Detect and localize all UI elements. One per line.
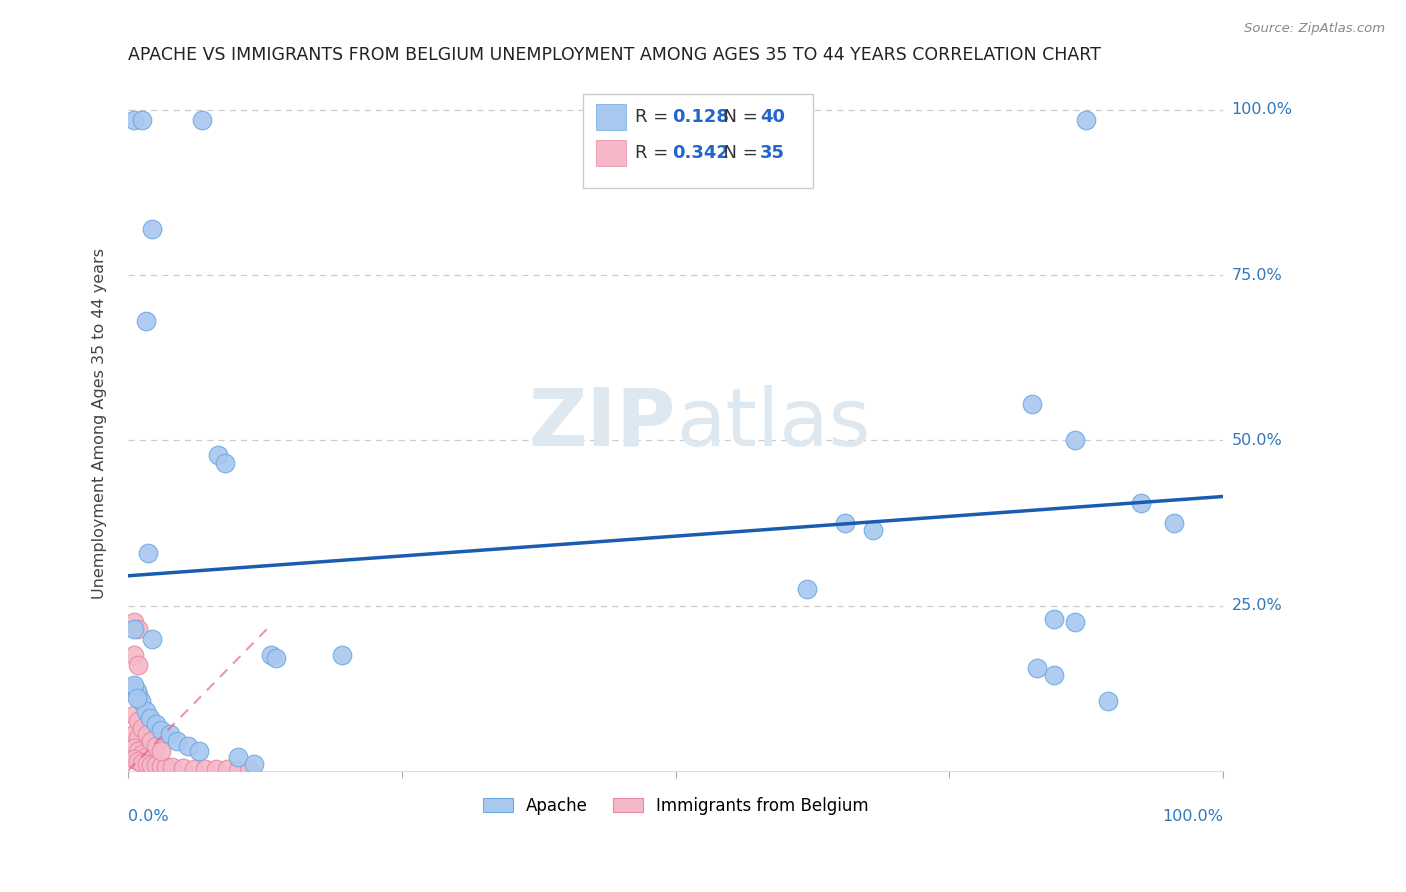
- Point: [122, 727, 145, 741]
- FancyBboxPatch shape: [596, 140, 627, 167]
- Point: [135, 727, 157, 741]
- Point: [122, 112, 145, 127]
- Point: [172, 761, 194, 775]
- Point: [135, 757, 157, 772]
- Point: [1163, 516, 1185, 530]
- Text: 100.0%: 100.0%: [1163, 809, 1223, 824]
- Point: [131, 694, 153, 708]
- Point: [135, 314, 157, 328]
- Point: [131, 747, 153, 761]
- Point: [207, 448, 229, 462]
- Point: [150, 744, 173, 758]
- Point: [1064, 434, 1087, 448]
- Point: [1021, 397, 1043, 411]
- Point: [127, 688, 149, 702]
- Text: 0.128: 0.128: [672, 108, 730, 126]
- Text: N =: N =: [711, 145, 763, 162]
- Point: [188, 744, 211, 758]
- Point: [136, 546, 159, 560]
- Text: APACHE VS IMMIGRANTS FROM BELGIUM UNEMPLOYMENT AMONG AGES 35 TO 44 YEARS CORRELA: APACHE VS IMMIGRANTS FROM BELGIUM UNEMPL…: [128, 46, 1101, 64]
- Point: [160, 760, 183, 774]
- Point: [226, 763, 249, 777]
- Point: [127, 754, 149, 768]
- Point: [215, 763, 238, 777]
- Point: [139, 711, 162, 725]
- Point: [1130, 496, 1153, 510]
- Point: [862, 523, 884, 537]
- Point: [122, 740, 145, 755]
- Point: [1097, 694, 1119, 708]
- Point: [1042, 668, 1064, 682]
- Point: [259, 648, 281, 662]
- Point: [122, 622, 145, 636]
- Text: 0.342: 0.342: [672, 145, 730, 162]
- Text: atlas: atlas: [676, 384, 870, 463]
- Text: 25.0%: 25.0%: [1232, 598, 1282, 613]
- Point: [145, 717, 167, 731]
- Point: [127, 731, 149, 745]
- Text: 35: 35: [761, 145, 785, 162]
- Point: [127, 622, 149, 636]
- Point: [155, 760, 177, 774]
- Text: R =: R =: [636, 108, 675, 126]
- Y-axis label: Unemployment Among Ages 35 to 44 years: Unemployment Among Ages 35 to 44 years: [93, 248, 107, 599]
- Point: [190, 112, 212, 127]
- Point: [177, 739, 200, 753]
- Point: [1042, 612, 1064, 626]
- Point: [141, 757, 163, 772]
- Point: [127, 657, 149, 672]
- Point: [122, 678, 145, 692]
- FancyBboxPatch shape: [582, 95, 813, 188]
- Point: [122, 615, 145, 629]
- Point: [194, 762, 217, 776]
- Point: [122, 681, 145, 695]
- Point: [122, 752, 145, 766]
- FancyBboxPatch shape: [596, 104, 627, 130]
- Point: [834, 516, 856, 530]
- Text: 100.0%: 100.0%: [1232, 103, 1292, 118]
- Point: [159, 727, 181, 741]
- Point: [1064, 615, 1087, 629]
- Point: [135, 704, 157, 718]
- Point: [141, 734, 163, 748]
- Point: [131, 112, 153, 127]
- Point: [131, 721, 153, 735]
- Point: [264, 651, 287, 665]
- Point: [145, 758, 167, 772]
- Point: [796, 582, 818, 596]
- Point: [204, 763, 226, 777]
- Point: [135, 749, 157, 764]
- Point: [330, 648, 353, 662]
- Text: R =: R =: [636, 145, 675, 162]
- Point: [166, 734, 188, 748]
- Point: [141, 632, 163, 646]
- Text: 0.0%: 0.0%: [128, 809, 169, 824]
- Text: 50.0%: 50.0%: [1232, 433, 1282, 448]
- Legend: Apache, Immigrants from Belgium: Apache, Immigrants from Belgium: [477, 790, 876, 822]
- Point: [1076, 112, 1098, 127]
- Text: N =: N =: [711, 108, 763, 126]
- Point: [238, 763, 260, 777]
- Point: [145, 739, 167, 753]
- Text: 75.0%: 75.0%: [1232, 268, 1282, 283]
- Point: [214, 457, 236, 471]
- Point: [226, 750, 249, 764]
- Point: [150, 723, 173, 737]
- Point: [122, 648, 145, 662]
- Text: Source: ZipAtlas.com: Source: ZipAtlas.com: [1244, 22, 1385, 36]
- Point: [131, 756, 153, 770]
- Point: [125, 691, 148, 706]
- Text: ZIP: ZIP: [529, 384, 676, 463]
- Point: [125, 684, 148, 698]
- Point: [243, 757, 266, 772]
- Point: [122, 707, 145, 722]
- Point: [183, 762, 205, 776]
- Point: [127, 714, 149, 728]
- Point: [1026, 661, 1049, 675]
- Point: [141, 222, 163, 236]
- Point: [127, 744, 149, 758]
- Text: 40: 40: [761, 108, 785, 126]
- Point: [150, 759, 173, 773]
